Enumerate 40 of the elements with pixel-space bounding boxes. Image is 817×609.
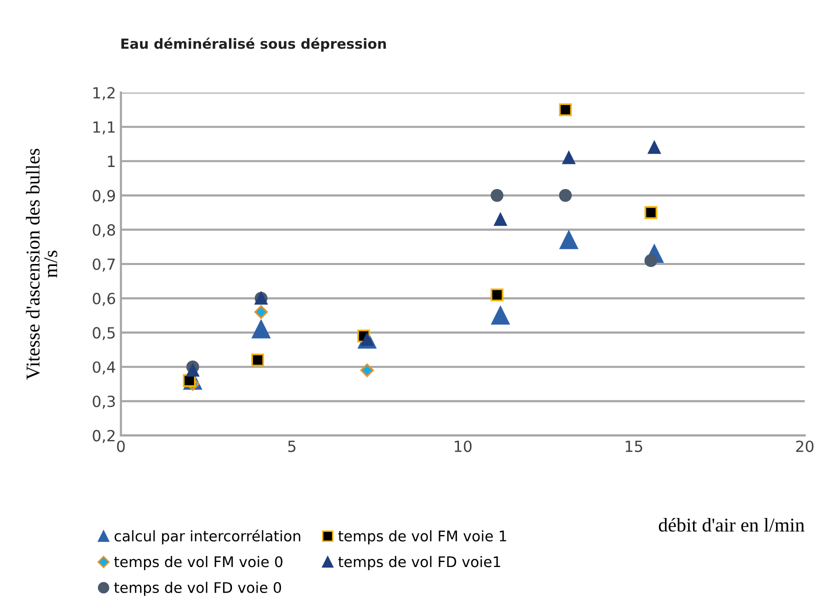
legend-label: temps de vol FD voie1 <box>338 556 500 570</box>
y-tick-label: 0,6 <box>92 292 116 306</box>
x-tick-label: 0 <box>117 440 125 452</box>
y-tick-label: 0,7 <box>92 258 115 272</box>
y-tick-label: 0,9 <box>92 190 115 204</box>
point <box>644 254 658 267</box>
x-axis-title: débit d'air en l/min <box>658 518 804 532</box>
y-tick-label: 1,1 <box>93 122 115 134</box>
x-tick-label: 10 <box>454 440 472 452</box>
point <box>648 141 661 154</box>
x-tick-label: 15 <box>626 440 642 452</box>
chart-title: Eau déminéralisé sous dépression <box>121 38 386 52</box>
point <box>254 305 268 319</box>
point <box>360 364 374 378</box>
y-tick-label: 0,4 <box>92 361 116 374</box>
point <box>186 364 200 377</box>
point <box>490 189 504 202</box>
legend-label: calcul par intercorrélation <box>114 530 300 544</box>
legend-label: temps de vol FM voie 0 <box>114 556 282 570</box>
y-tick-label: 0,8 <box>92 224 116 238</box>
y-tick-label: 0,5 <box>92 327 115 340</box>
point <box>252 320 270 338</box>
point <box>562 151 576 164</box>
point <box>490 288 504 302</box>
point <box>559 103 572 116</box>
y-tick-label: 1,2 <box>93 87 115 100</box>
y-tick-label: 0,2 <box>92 430 115 444</box>
x-tick-label: 5 <box>288 440 296 452</box>
point <box>560 230 578 250</box>
point <box>491 306 510 325</box>
point <box>559 189 572 202</box>
point <box>251 354 264 366</box>
y-axis-title: Vitesse d'ascension des bulles m/s <box>26 148 58 380</box>
legend-label: temps de vol FM voie 1 <box>338 530 506 544</box>
legend-label: temps de vol FD voie 0 <box>114 582 282 596</box>
y-tick-label: 1 <box>108 156 115 167</box>
y-tick-label: 0,3 <box>92 396 115 409</box>
x-tick-label: 20 <box>796 440 814 452</box>
point <box>644 206 658 219</box>
point <box>494 213 507 226</box>
